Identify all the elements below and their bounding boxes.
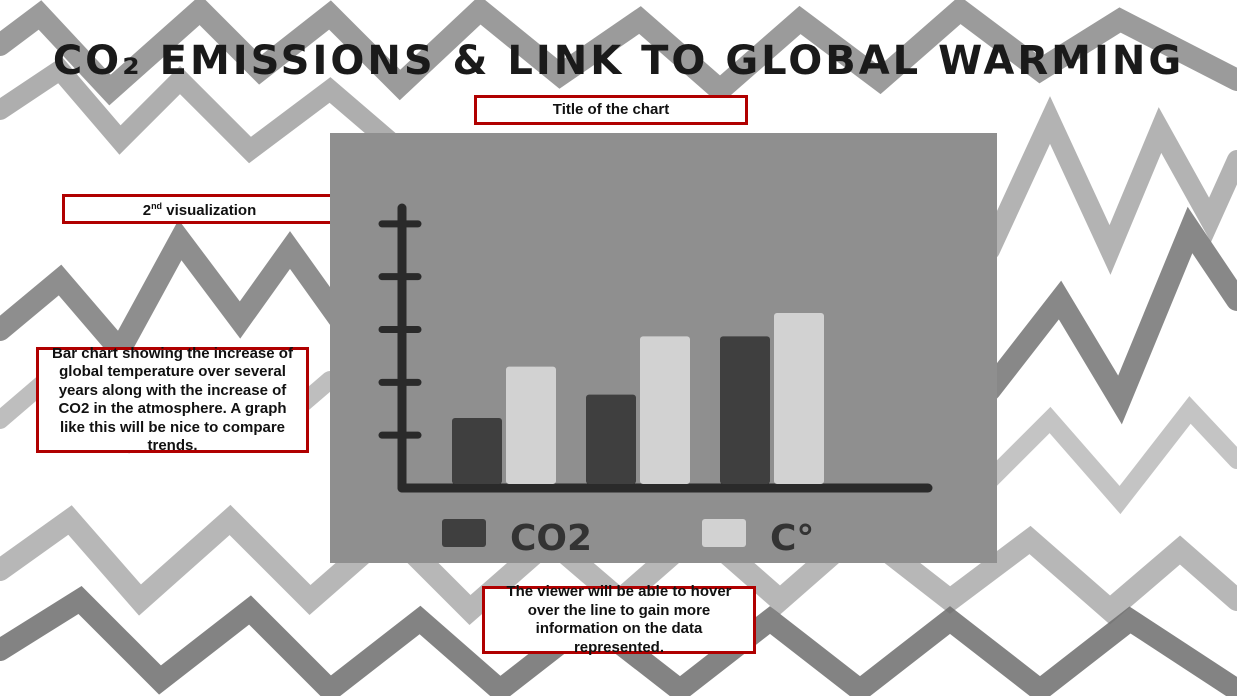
bar-co2-0 (452, 418, 502, 484)
zigzag-stroke (979, 206, 1237, 425)
zigzag-stroke (0, 0, 1237, 106)
bar-c-2 (774, 313, 824, 484)
hover-annotation: The viewer will be able to hover over th… (482, 583, 756, 656)
vis-note-sup: nd (151, 201, 163, 212)
zigzag-stroke (0, 56, 410, 164)
description-annotation: Bar chart showing the increase of global… (36, 344, 309, 455)
description-annotation-text: Bar chart showing the increase of global… (52, 344, 293, 455)
title-annotation: Title of the chart (474, 95, 748, 125)
vis-note-prefix: 2 (142, 202, 152, 220)
hover-annotation-text: The viewer will be able to hover over th… (506, 583, 732, 656)
title-annotation-text: Title of the chart (552, 100, 670, 118)
bar-co2-1 (586, 394, 636, 484)
sketch-title-text: CO₂ EMISSIONS & LINK TO GLOBAL WARMING (52, 38, 1185, 84)
zigzag-stroke (980, 96, 1237, 275)
visualization-annotation: 2nd visualization (62, 194, 337, 224)
zigzag-stroke (981, 396, 1237, 515)
bar-c-1 (640, 336, 690, 484)
visualization-annotation-text: 2nd visualization (143, 197, 257, 221)
vis-note-suffix: visualization (162, 202, 257, 220)
sketch-title: CO₂ EMISSIONS & LINK TO GLOBAL WARMING (0, 38, 1237, 84)
zigzag-stroke (0, 219, 351, 370)
legend-label-1: C° (770, 518, 814, 559)
chart-mockup: CO2 C° (330, 133, 997, 563)
bar-c-0 (506, 366, 556, 484)
legend-swatch-0 (442, 519, 486, 547)
legend-label-0: CO2 (510, 518, 592, 559)
bar-co2-2 (720, 336, 770, 484)
legend-swatch-1 (702, 519, 746, 547)
